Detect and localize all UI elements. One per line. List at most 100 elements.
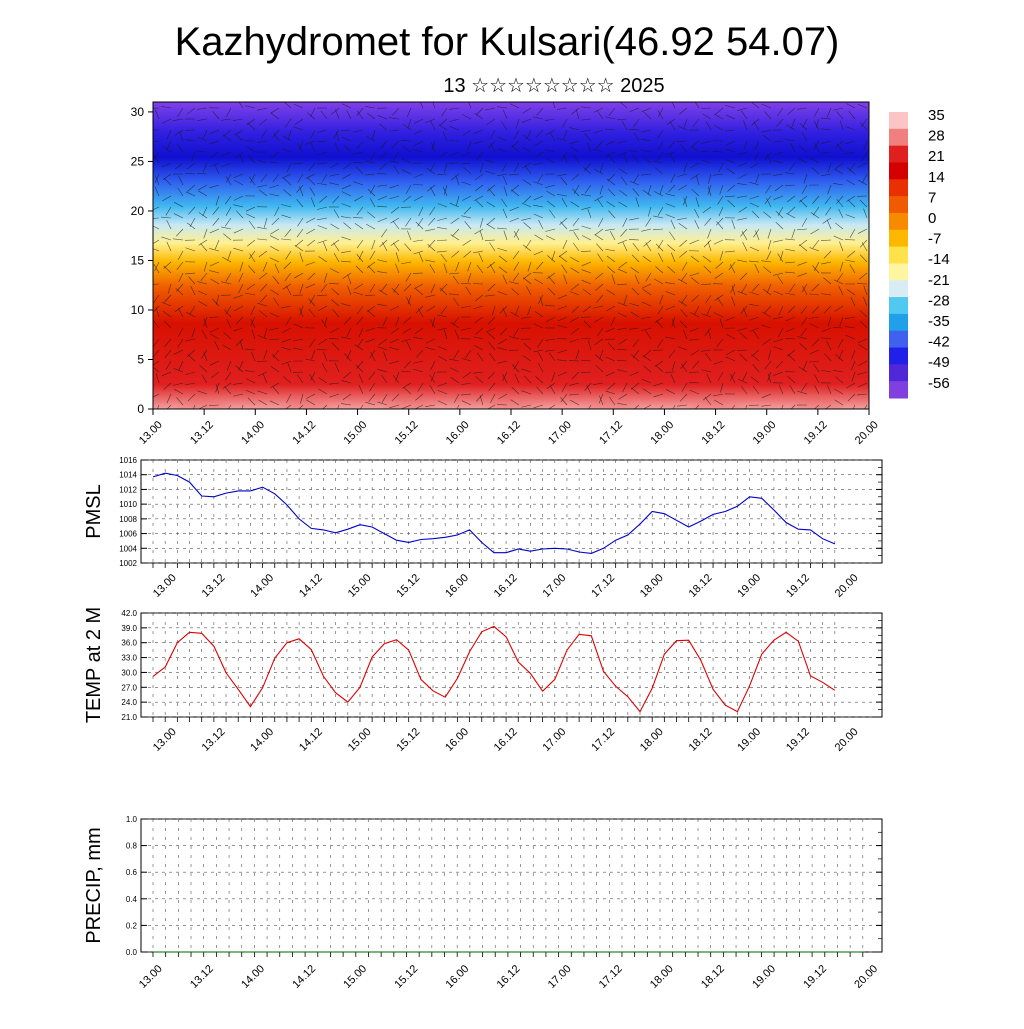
colorbar-label: -14 bbox=[928, 251, 950, 268]
x-tick-label: 14.12 bbox=[290, 963, 318, 991]
heatmap-x-tick-label: 17.12 bbox=[597, 419, 625, 447]
y-tick-label: 0.8 bbox=[126, 842, 138, 851]
x-tick-label: 14.12 bbox=[297, 726, 325, 754]
x-tick-label: 18.00 bbox=[648, 963, 676, 991]
y-tick-label: 1002 bbox=[119, 559, 137, 568]
x-tick-label: 15.00 bbox=[346, 726, 374, 754]
heatmap-x-tick-label: 15.00 bbox=[341, 419, 369, 447]
x-tick-label: 13.00 bbox=[151, 726, 179, 754]
x-tick-label: 18.12 bbox=[699, 963, 727, 991]
x-tick-label: 13.12 bbox=[188, 963, 216, 991]
x-tick-label: 13.12 bbox=[200, 726, 228, 754]
x-tick-label: 15.12 bbox=[394, 726, 422, 754]
panel-frame bbox=[141, 819, 882, 952]
heatmap-x-tick-label: 14.12 bbox=[290, 419, 318, 447]
x-tick-label: 16.00 bbox=[443, 572, 471, 600]
heatmap-x-tick-label: 16.00 bbox=[444, 419, 472, 447]
colorbar-swatch bbox=[889, 129, 908, 146]
colorbar-label: -28 bbox=[928, 292, 950, 309]
x-tick-label: 20.00 bbox=[852, 963, 880, 991]
colorbar-label: -21 bbox=[928, 272, 950, 289]
y-tick-label: 1014 bbox=[119, 471, 137, 480]
colorbar-swatch bbox=[889, 230, 908, 247]
colorbar-label: 0 bbox=[928, 210, 936, 227]
x-tick-label: 18.00 bbox=[638, 726, 666, 754]
heatmap-y-tick-label: 5 bbox=[137, 352, 144, 366]
y-tick-label: 1.0 bbox=[126, 815, 138, 824]
colorbar-swatch bbox=[889, 263, 908, 280]
x-tick-label: 14.12 bbox=[297, 572, 325, 600]
x-tick-label: 17.00 bbox=[541, 572, 569, 600]
heatmap-x-tick-label: 16.12 bbox=[495, 419, 523, 447]
colorbar-label: -42 bbox=[928, 334, 950, 351]
x-tick-label: 18.12 bbox=[687, 572, 715, 600]
x-tick-label: 17.00 bbox=[546, 963, 574, 991]
y-tick-label: 36.0 bbox=[121, 639, 137, 648]
x-tick-label: 16.00 bbox=[444, 963, 472, 991]
x-tick-label: 19.00 bbox=[750, 963, 778, 991]
heatmap-x-tick-label: 18.00 bbox=[648, 419, 676, 447]
x-tick-label: 16.12 bbox=[495, 963, 523, 991]
x-tick-label: 19.00 bbox=[735, 726, 763, 754]
colorbar-label: 35 bbox=[928, 107, 945, 124]
colorbar-swatch bbox=[889, 280, 908, 297]
panel-frame bbox=[141, 613, 882, 717]
heatmap-y-tick-label: 30 bbox=[131, 105, 145, 119]
colorbar-swatch bbox=[889, 196, 908, 213]
x-tick-label: 19.12 bbox=[801, 963, 829, 991]
y-tick-label: 1004 bbox=[119, 544, 137, 553]
heatmap-y-tick-label: 25 bbox=[131, 154, 145, 168]
colorbar-label: 7 bbox=[928, 189, 936, 206]
colorbar-swatch bbox=[889, 364, 908, 381]
x-tick-label: 17.12 bbox=[589, 572, 617, 600]
y-tick-label: 42.0 bbox=[121, 609, 137, 618]
x-tick-label: 19.12 bbox=[784, 726, 812, 754]
x-tick-label: 15.00 bbox=[341, 963, 369, 991]
colorbar-swatch bbox=[889, 213, 908, 230]
chart-subtitle: 13 ☆☆☆☆☆☆☆☆ 2025 bbox=[443, 75, 664, 97]
colorbar-swatch bbox=[889, 146, 908, 163]
heatmap-x-tick-label: 13.00 bbox=[137, 419, 165, 447]
x-tick-label: 16.12 bbox=[492, 726, 520, 754]
x-tick-label: 20.00 bbox=[833, 726, 861, 754]
heatmap-x-tick-label: 19.00 bbox=[751, 419, 779, 447]
y-tick-label: 0.2 bbox=[126, 921, 138, 930]
heatmap-y-tick-label: 20 bbox=[131, 204, 145, 218]
y-axis-label: TEMP at 2 M bbox=[83, 607, 105, 723]
colorbar-swatch bbox=[889, 297, 908, 314]
y-tick-label: 30.0 bbox=[121, 668, 137, 677]
y-tick-label: 27.0 bbox=[121, 683, 137, 692]
x-tick-label: 16.00 bbox=[443, 726, 471, 754]
colorbar-label: 14 bbox=[928, 169, 945, 186]
y-tick-label: 1006 bbox=[119, 530, 137, 539]
colorbar-label: -56 bbox=[928, 375, 950, 392]
x-tick-label: 19.00 bbox=[735, 572, 763, 600]
y-tick-label: 1016 bbox=[119, 456, 137, 465]
y-tick-label: 0.0 bbox=[126, 948, 138, 957]
heatmap-y-tick-label: 10 bbox=[131, 303, 145, 317]
x-tick-label: 20.00 bbox=[833, 572, 861, 600]
y-tick-label: 1010 bbox=[119, 500, 137, 509]
x-tick-label: 17.12 bbox=[597, 963, 625, 991]
x-tick-label: 13.00 bbox=[137, 963, 165, 991]
heatmap-x-tick-label: 14.00 bbox=[239, 419, 267, 447]
colorbar-swatch bbox=[889, 247, 908, 264]
panel-frame bbox=[141, 460, 882, 563]
x-tick-label: 13.00 bbox=[151, 572, 179, 600]
colorbar-swatch bbox=[889, 381, 908, 398]
y-axis-label: PMSL bbox=[83, 484, 105, 538]
colorbar-swatch bbox=[889, 348, 908, 365]
colorbar-swatch bbox=[889, 162, 908, 179]
y-tick-label: 21.0 bbox=[121, 713, 137, 722]
heatmap-y-tick-label: 0 bbox=[137, 402, 144, 416]
colorbar-label: -7 bbox=[928, 231, 941, 248]
colorbar-swatch bbox=[889, 331, 908, 348]
y-tick-label: 1012 bbox=[119, 485, 137, 494]
x-tick-label: 17.12 bbox=[589, 726, 617, 754]
colorbar-swatch bbox=[889, 179, 908, 196]
